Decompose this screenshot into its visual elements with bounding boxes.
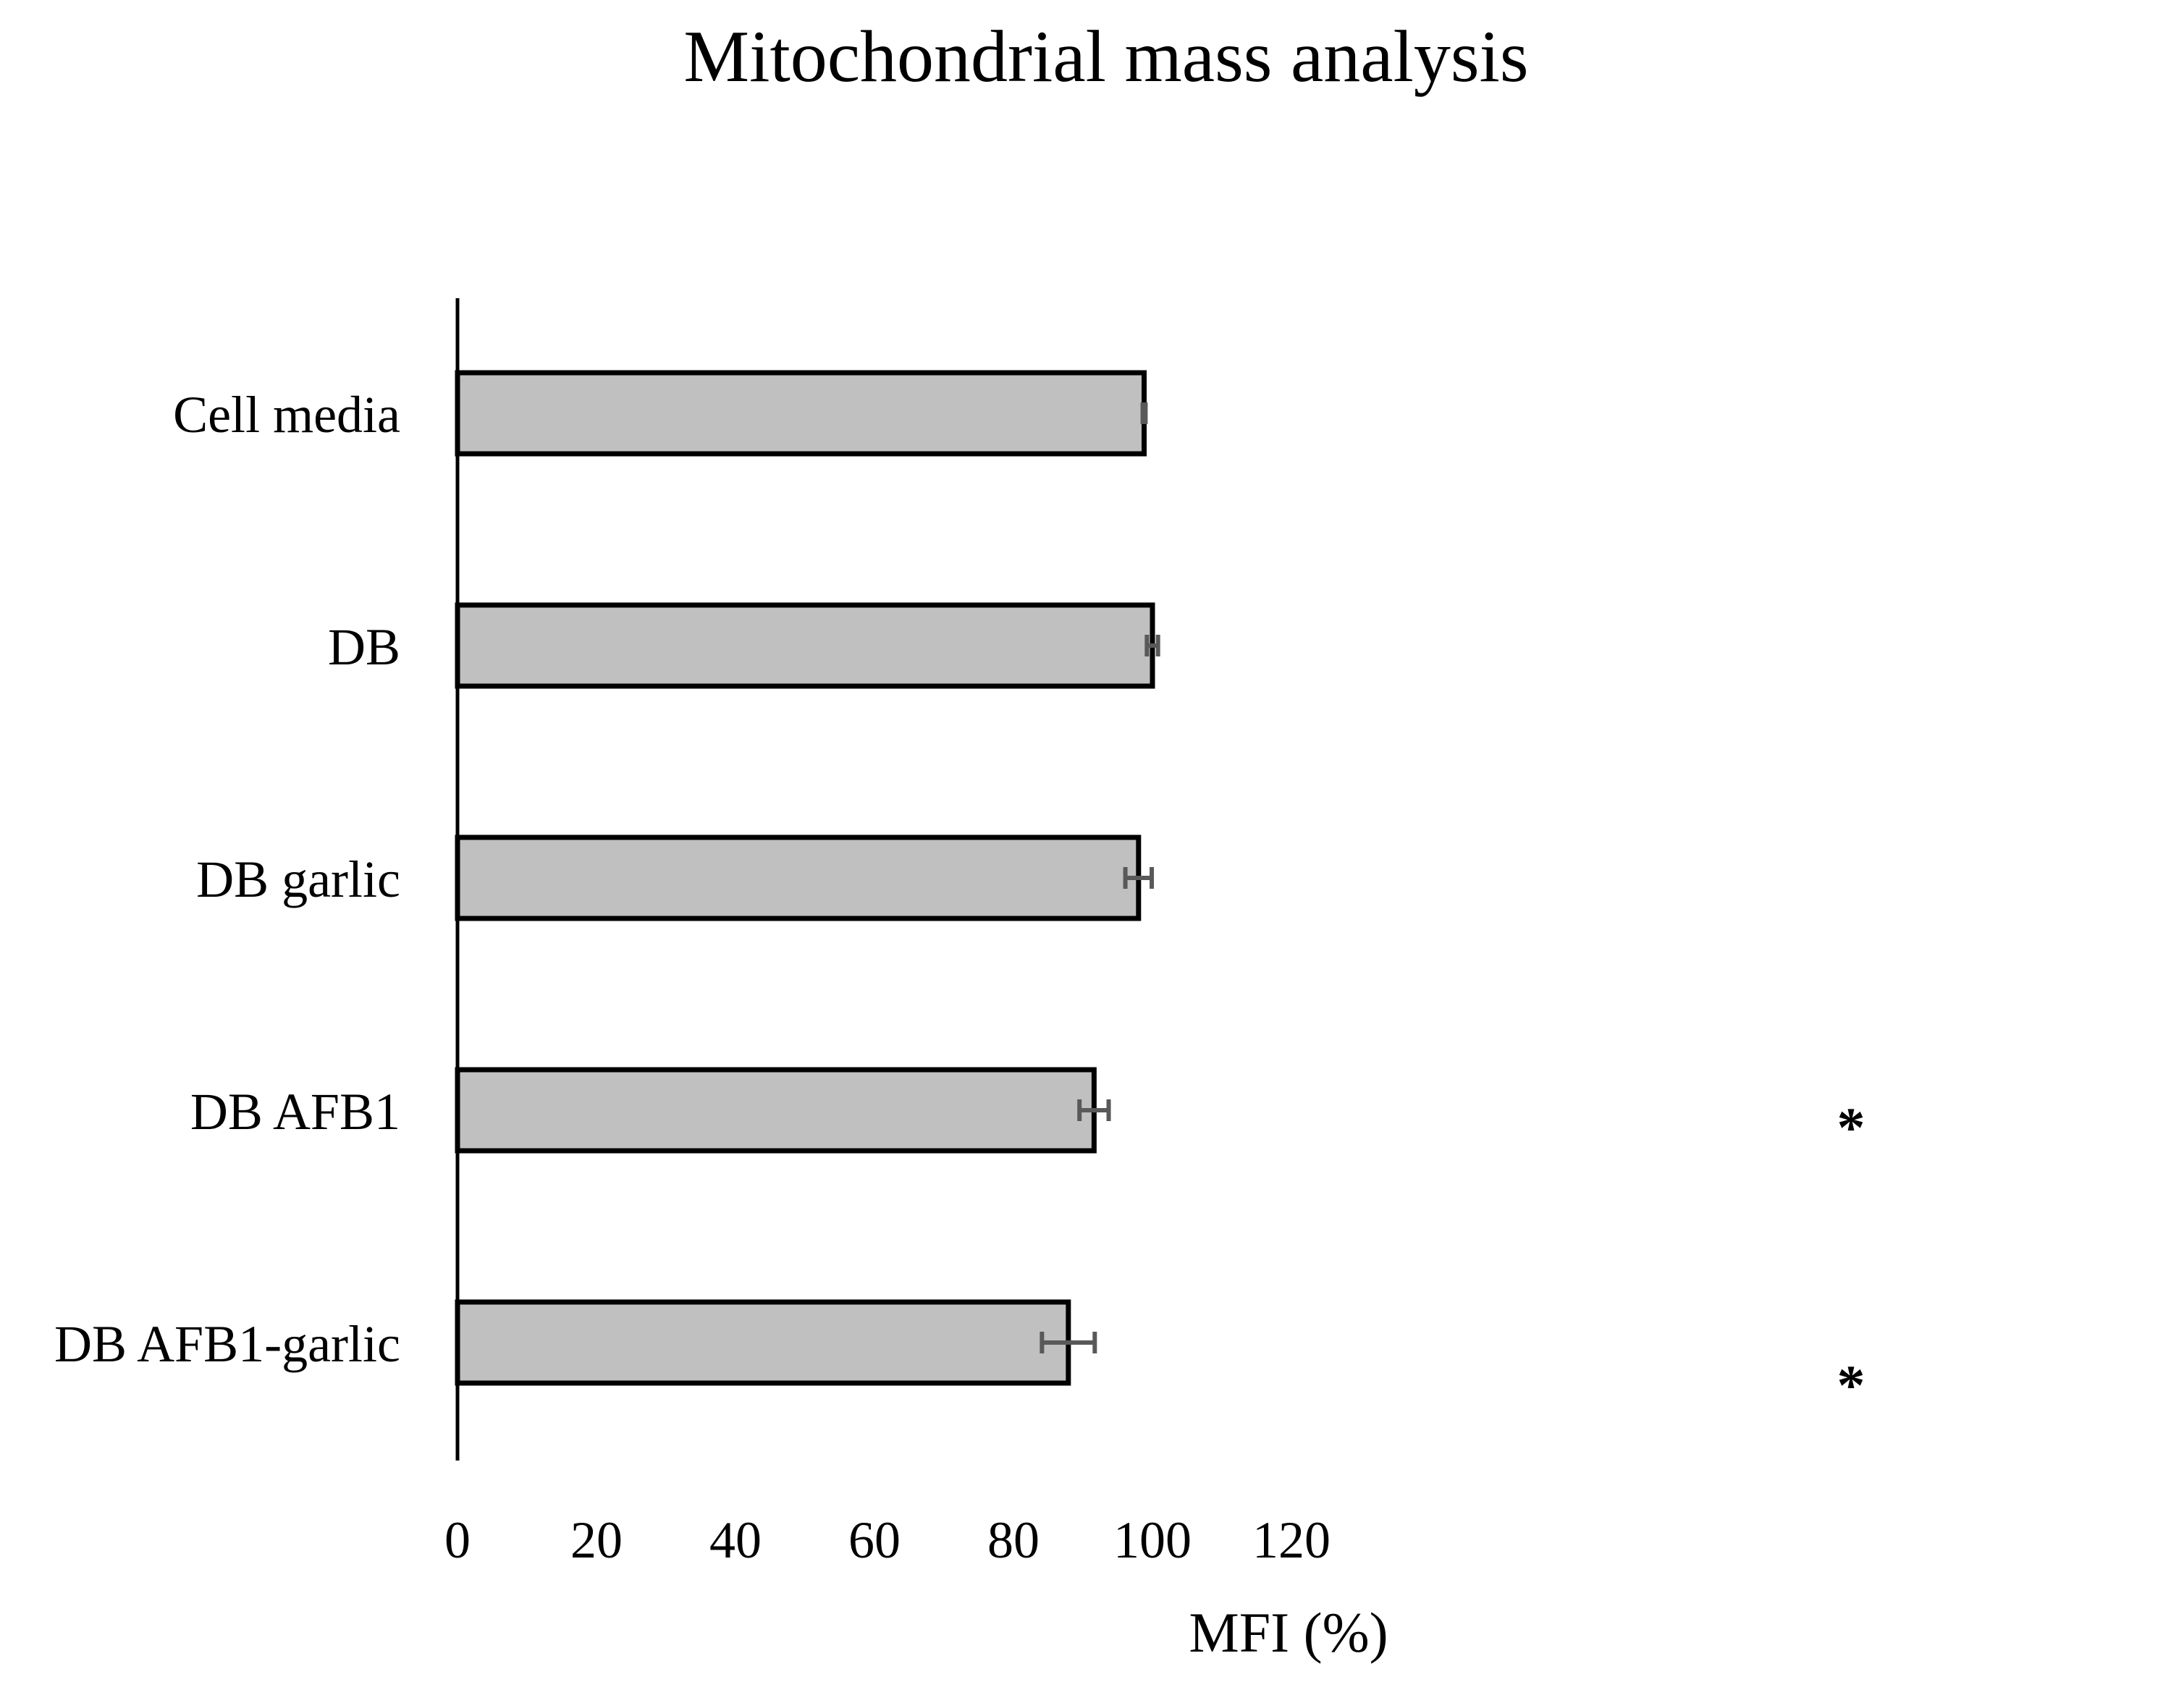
bar-db-afb1 bbox=[455, 1067, 1097, 1154]
x-tick-label-20: 20 bbox=[570, 1511, 623, 1569]
error-bar-db-garlic bbox=[1123, 867, 1155, 889]
x-tick-label-40: 40 bbox=[709, 1511, 762, 1569]
bar-db-afb1-garlic bbox=[455, 1299, 1071, 1386]
bar-db-garlic bbox=[455, 834, 1142, 921]
bar-cell-media bbox=[455, 370, 1147, 457]
error-bar-db-afb1 bbox=[1077, 1099, 1111, 1121]
plot-area: Cell media DB DB garlic DB AFB1 * DB AFB1-gar… bbox=[54, 298, 1865, 1569]
bar-db bbox=[455, 602, 1155, 689]
significance-marker-db-afb1-garlic: * bbox=[1837, 1353, 1865, 1416]
category-label-db-afb1-garlic: DB AFB1-garlic bbox=[54, 1315, 400, 1373]
category-label-db-afb1: DB AFB1 bbox=[190, 1083, 400, 1141]
error-bar-db-afb1-garlic bbox=[1040, 1332, 1097, 1353]
category-label-cell-media: Cell media bbox=[173, 386, 400, 444]
category-label-db: DB bbox=[328, 618, 400, 676]
x-tick-label-80: 80 bbox=[987, 1511, 1040, 1569]
error-bar-cell-media bbox=[1140, 402, 1148, 424]
x-tick-label-60: 60 bbox=[848, 1511, 901, 1569]
error-bar-db bbox=[1144, 635, 1160, 656]
category-label-db-garlic: DB garlic bbox=[196, 850, 400, 908]
chart-title: Mitochondrial mass analysis bbox=[683, 16, 1528, 98]
x-axis-label: MFI (%) bbox=[1189, 1601, 1388, 1664]
x-tick-label-100: 100 bbox=[1113, 1511, 1192, 1569]
x-tick-label-120: 120 bbox=[1252, 1511, 1331, 1569]
x-tick-label-0: 0 bbox=[444, 1511, 471, 1569]
significance-marker-db-afb1: * bbox=[1837, 1096, 1865, 1159]
